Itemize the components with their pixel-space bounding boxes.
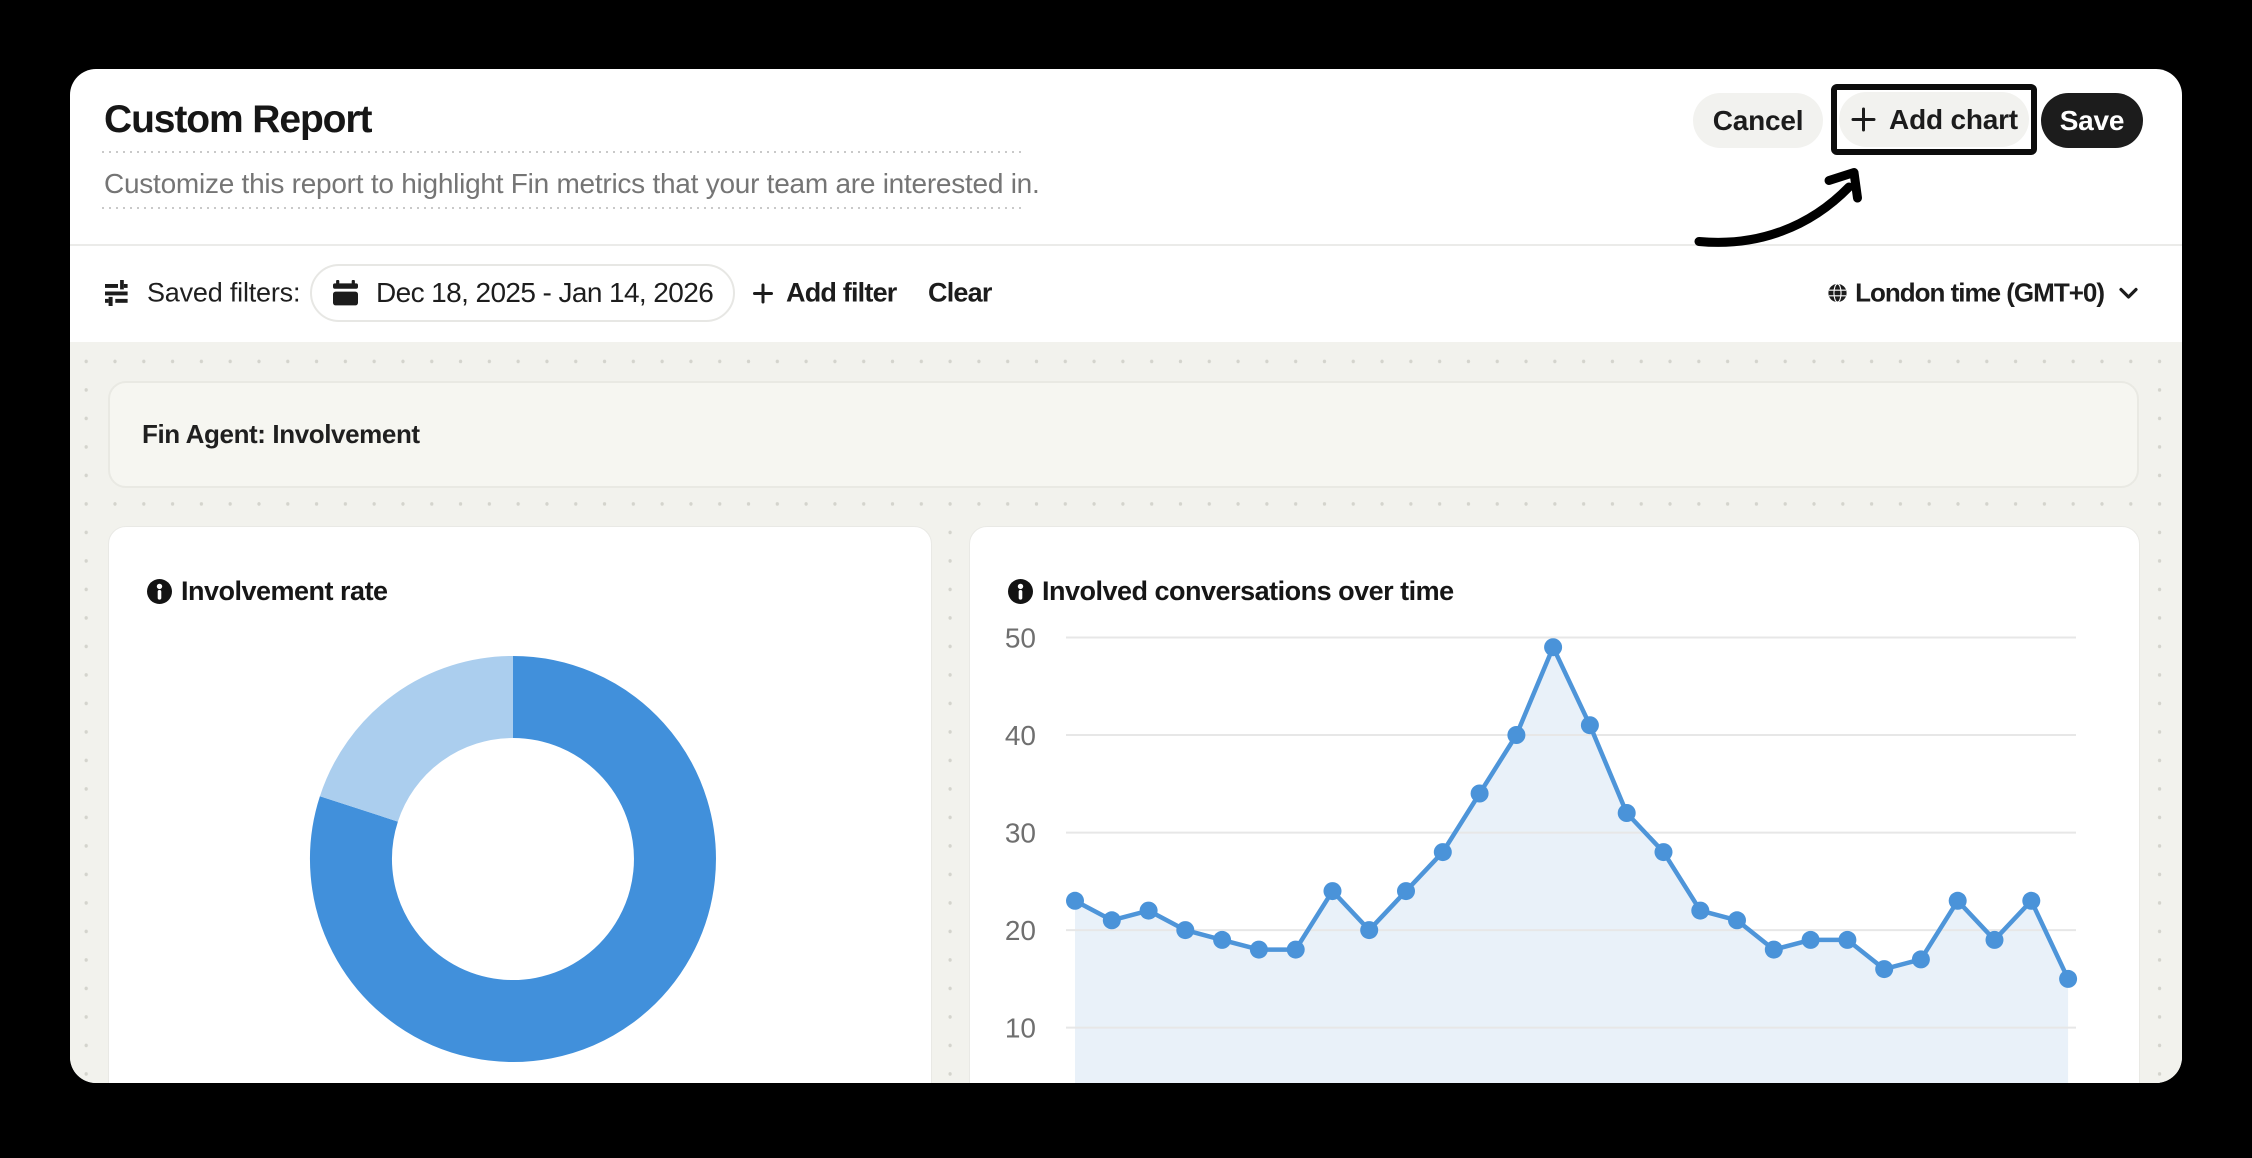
svg-text:30: 30 [1005,818,1036,849]
svg-text:50: 50 [1005,623,1036,654]
svg-text:20: 20 [1005,915,1036,946]
svg-text:10: 10 [1005,1013,1036,1044]
svg-text:40: 40 [1005,720,1036,751]
